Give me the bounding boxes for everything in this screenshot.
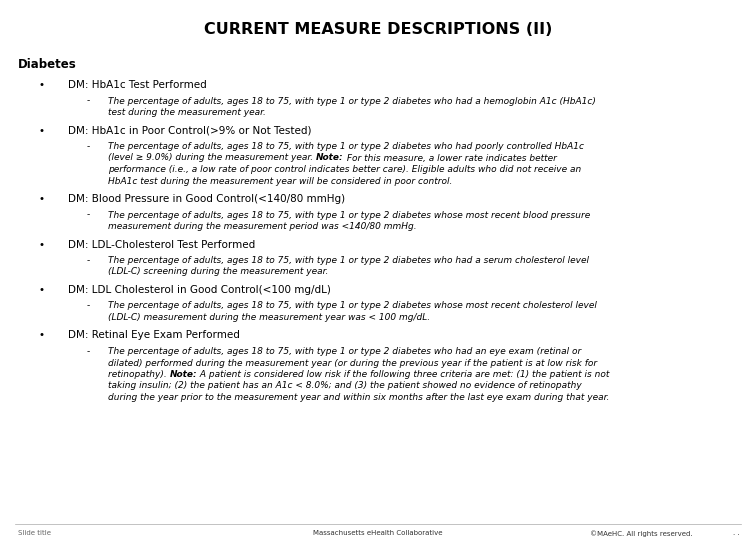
Text: (LDL-C) measurement during the measurement year was < 100 mg/dL.: (LDL-C) measurement during the measureme… — [108, 313, 430, 322]
Text: (level ≥ 9.0%) during the measurement year.: (level ≥ 9.0%) during the measurement ye… — [108, 153, 316, 163]
Text: The percentage of adults, ages 18 to 75, with type 1 or type 2 diabetes who had : The percentage of adults, ages 18 to 75,… — [108, 97, 596, 105]
Text: DM: Blood Pressure in Good Control(<140/80 mmHg): DM: Blood Pressure in Good Control(<140/… — [68, 194, 345, 204]
Text: The percentage of adults, ages 18 to 75, with type 1 or type 2 diabetes who had : The percentage of adults, ages 18 to 75,… — [108, 256, 589, 265]
Text: •: • — [39, 125, 45, 136]
Text: DM: HbA1c in Poor Control(>9% or Not Tested): DM: HbA1c in Poor Control(>9% or Not Tes… — [68, 125, 311, 136]
Text: DM: HbA1c Test Performed: DM: HbA1c Test Performed — [68, 80, 206, 90]
Text: performance (i.e., a low rate of poor control indicates better care). Eligible a: performance (i.e., a low rate of poor co… — [108, 165, 581, 174]
Text: during the year prior to the measurement year and within six months after the la: during the year prior to the measurement… — [108, 393, 609, 402]
Text: •: • — [39, 330, 45, 341]
Text: DM: LDL Cholesterol in Good Control(<100 mg/dL): DM: LDL Cholesterol in Good Control(<100… — [68, 285, 331, 295]
Text: Note:: Note: — [169, 370, 197, 379]
Text: -: - — [86, 256, 90, 265]
Text: The percentage of adults, ages 18 to 75, with type 1 or type 2 diabetes whose mo: The percentage of adults, ages 18 to 75,… — [108, 211, 590, 219]
Text: taking insulin; (2) the patient has an A1c < 8.0%; and (3) the patient showed no: taking insulin; (2) the patient has an A… — [108, 381, 582, 390]
Text: Diabetes: Diabetes — [18, 58, 77, 71]
Text: Massachusetts eHealth Collaborative: Massachusetts eHealth Collaborative — [313, 530, 443, 536]
Text: Note:: Note: — [316, 153, 344, 163]
Text: -: - — [86, 347, 90, 356]
Text: measurement during the measurement period was <140/80 mmHg.: measurement during the measurement perio… — [108, 222, 417, 231]
Text: retinopathy).: retinopathy). — [108, 370, 169, 379]
Text: A patient is considered low risk if the following three criteria are met: (1) th: A patient is considered low risk if the … — [197, 370, 609, 379]
Text: dilated) performed during the measurement year (or during the previous year if t: dilated) performed during the measuremen… — [108, 359, 597, 368]
Text: For this measure, a lower rate indicates better: For this measure, a lower rate indicates… — [344, 153, 556, 163]
Text: DM: Retinal Eye Exam Performed: DM: Retinal Eye Exam Performed — [68, 330, 240, 341]
Text: . .: . . — [733, 530, 740, 536]
Text: -: - — [86, 97, 90, 105]
Text: CURRENT MEASURE DESCRIPTIONS (II): CURRENT MEASURE DESCRIPTIONS (II) — [204, 22, 552, 37]
Text: ©MAeHC. All rights reserved.: ©MAeHC. All rights reserved. — [590, 530, 692, 537]
Text: •: • — [39, 194, 45, 204]
Text: -: - — [86, 301, 90, 310]
Text: test during the measurement year.: test during the measurement year. — [108, 108, 266, 117]
Text: •: • — [39, 80, 45, 90]
Text: -: - — [86, 142, 90, 151]
Text: (LDL-C) screening during the measurement year.: (LDL-C) screening during the measurement… — [108, 267, 328, 276]
Text: HbA1c test during the measurement year will be considered in poor control.: HbA1c test during the measurement year w… — [108, 177, 452, 186]
Text: -: - — [86, 211, 90, 219]
Text: The percentage of adults, ages 18 to 75, with type 1 or type 2 diabetes who had : The percentage of adults, ages 18 to 75,… — [108, 142, 584, 151]
Text: Slide title: Slide title — [18, 530, 51, 536]
Text: The percentage of adults, ages 18 to 75, with type 1 or type 2 diabetes whose mo: The percentage of adults, ages 18 to 75,… — [108, 301, 597, 310]
Text: DM: LDL-Cholesterol Test Performed: DM: LDL-Cholesterol Test Performed — [68, 240, 256, 249]
Text: •: • — [39, 285, 45, 295]
Text: •: • — [39, 240, 45, 249]
Text: The percentage of adults, ages 18 to 75, with type 1 or type 2 diabetes who had : The percentage of adults, ages 18 to 75,… — [108, 347, 581, 356]
